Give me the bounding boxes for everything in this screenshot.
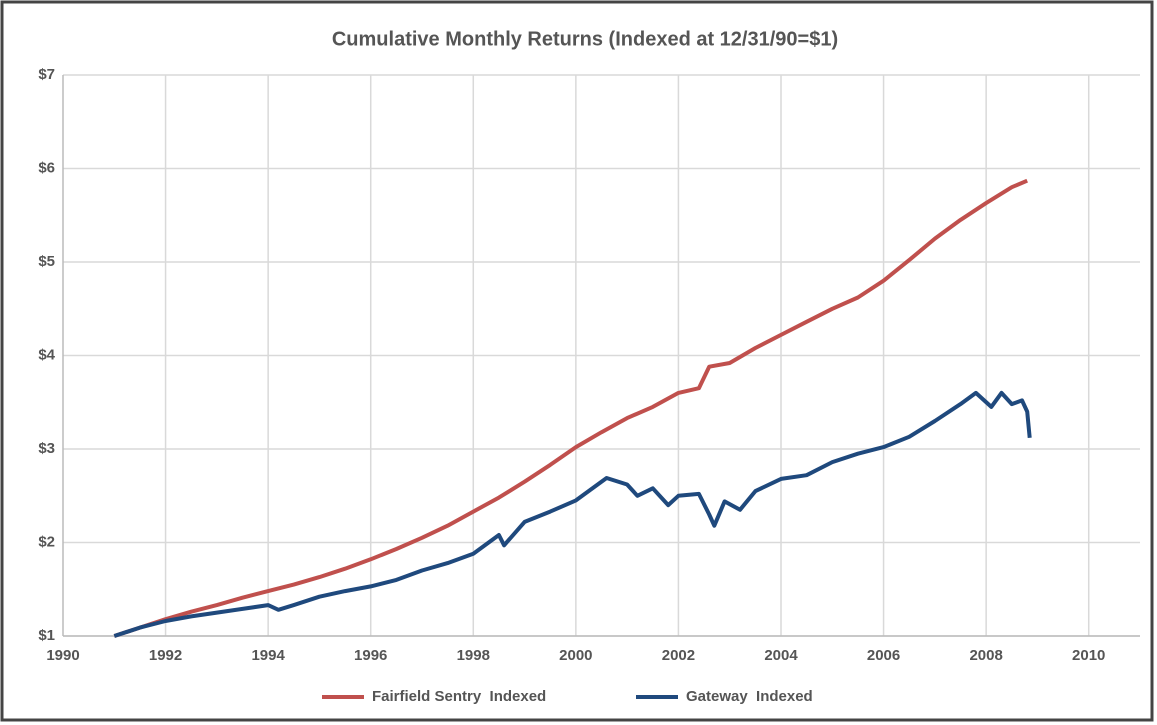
x-tick-label: 1998 [457, 647, 490, 664]
x-tick-label: 2000 [559, 647, 592, 664]
legend-label: Fairfield Sentry Indexed [372, 688, 546, 705]
y-tick-label: $5 [38, 253, 55, 270]
x-tick-label: 2010 [1072, 647, 1105, 664]
y-tick-label: $3 [38, 440, 55, 457]
series-line [113, 390, 1032, 638]
x-tick-label: 1992 [149, 647, 182, 664]
x-tick-label: 2004 [764, 647, 798, 664]
y-tick-label: $4 [38, 346, 55, 363]
x-tick-label: 2002 [662, 647, 695, 664]
x-tick-label: 1994 [251, 647, 285, 664]
legend-label: Gateway Indexed [686, 688, 813, 705]
y-tick-label: $7 [38, 66, 55, 83]
chart-title: Cumulative Monthly Returns (Indexed at 1… [332, 28, 838, 50]
series-line [113, 178, 1028, 638]
x-tick-label: 1996 [354, 647, 387, 664]
x-tick-label: 1990 [46, 647, 79, 664]
x-tick-label: 2006 [867, 647, 900, 664]
x-tick-label: 2008 [969, 647, 1002, 664]
y-tick-label: $2 [38, 533, 55, 550]
y-tick-label: $1 [38, 627, 55, 644]
y-tick-label: $6 [38, 159, 55, 176]
